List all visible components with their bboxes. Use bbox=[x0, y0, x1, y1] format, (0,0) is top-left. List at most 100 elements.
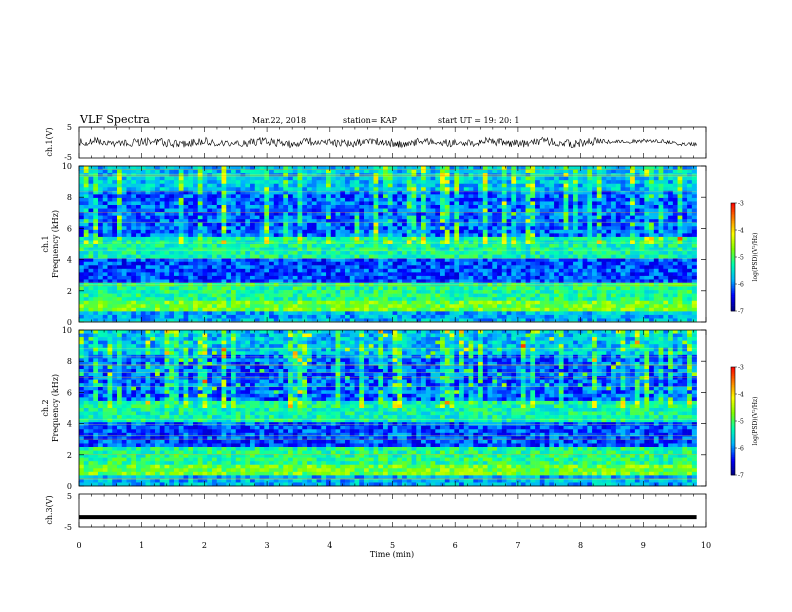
spectrogram-cell bbox=[98, 311, 104, 316]
spectrogram-cell bbox=[421, 307, 427, 312]
spectrogram-cell bbox=[497, 304, 503, 309]
spectrogram-cell bbox=[212, 244, 218, 248]
spectrogram-cell bbox=[487, 244, 493, 248]
spectrogram-cell bbox=[231, 166, 237, 170]
spectrogram-cell bbox=[568, 236, 574, 241]
spectrogram-cell bbox=[107, 212, 113, 216]
spectrogram-cell bbox=[197, 236, 203, 241]
spectrogram-cell bbox=[345, 240, 351, 245]
spectrogram-cell bbox=[449, 222, 455, 227]
spectrogram-cell bbox=[525, 300, 531, 305]
spectrogram-cell bbox=[273, 176, 279, 181]
spectrogram-cell bbox=[397, 279, 403, 284]
spectrogram-cell bbox=[316, 226, 322, 231]
spectrogram-cell bbox=[259, 268, 265, 273]
spectrogram-cell bbox=[83, 272, 89, 277]
spectrogram-cell bbox=[378, 219, 384, 224]
spectrogram-cell bbox=[516, 283, 522, 287]
spectrogram-cell bbox=[416, 190, 422, 195]
spectrogram-cell bbox=[140, 222, 146, 227]
spectrogram-cell bbox=[364, 300, 370, 305]
spectrogram-cell bbox=[226, 307, 232, 312]
spectrogram-cell bbox=[406, 279, 412, 284]
spectrogram-cell bbox=[112, 286, 118, 291]
spectrogram-cell bbox=[463, 180, 469, 185]
spectrogram-cell bbox=[444, 194, 450, 199]
spectrogram-cell bbox=[563, 307, 569, 312]
spectrogram-cell bbox=[316, 261, 322, 266]
spectrogram-cell bbox=[79, 194, 85, 199]
spectrogram-cell bbox=[126, 307, 132, 312]
spectrogram-cell bbox=[544, 215, 550, 220]
spectrogram-cell bbox=[459, 187, 465, 192]
spectrogram-cell bbox=[254, 236, 260, 241]
spectrogram-cell bbox=[430, 169, 436, 174]
spectrogram-cell bbox=[88, 318, 94, 323]
spectrogram-cell bbox=[473, 307, 479, 312]
spectrogram-cell bbox=[273, 187, 279, 192]
spectrogram-cell bbox=[231, 176, 237, 181]
spectrogram-cell bbox=[577, 240, 583, 245]
spectrogram-cell bbox=[155, 183, 161, 188]
spectrogram-cell bbox=[183, 265, 189, 270]
spectrogram-cell bbox=[516, 226, 522, 231]
spectrogram-cell bbox=[235, 272, 241, 277]
spectrogram-cell bbox=[159, 173, 165, 177]
spectrogram-cell bbox=[568, 279, 574, 284]
spectrogram-cell bbox=[444, 190, 450, 195]
spectrogram-cell bbox=[140, 318, 146, 323]
spectrogram-cell bbox=[235, 187, 241, 192]
spectrogram-cell bbox=[121, 190, 127, 195]
spectrogram-cell bbox=[79, 205, 85, 209]
spectrogram-cell bbox=[297, 187, 303, 192]
spectrogram-cell bbox=[601, 205, 607, 209]
spectrogram-cell bbox=[121, 258, 127, 263]
spectrogram-cell bbox=[159, 268, 165, 273]
spectrogram-cell bbox=[178, 258, 184, 263]
spectrogram-cell bbox=[392, 272, 398, 277]
spectrogram-cell bbox=[354, 222, 360, 227]
spectrogram-cell bbox=[259, 251, 265, 255]
spectrogram-cell bbox=[354, 286, 360, 291]
spectrogram-cell bbox=[330, 236, 336, 241]
spectrogram-cell bbox=[482, 173, 488, 177]
spectrogram-cell bbox=[383, 208, 389, 213]
spectrogram-cell bbox=[482, 194, 488, 199]
spectrogram-cell bbox=[587, 279, 593, 284]
spectrogram-cell bbox=[421, 251, 427, 255]
spectrogram-cell bbox=[83, 201, 89, 206]
spectrogram-cell bbox=[587, 268, 593, 273]
spectrogram-cell bbox=[416, 244, 422, 248]
spectrogram-cell bbox=[601, 265, 607, 270]
spectrogram-cell bbox=[354, 311, 360, 316]
spectrogram-cell bbox=[340, 205, 346, 209]
spectrogram-cell bbox=[435, 244, 441, 248]
spectrogram-cell bbox=[307, 205, 313, 209]
spectrogram-cell bbox=[468, 183, 474, 188]
spectrogram-cell bbox=[326, 166, 332, 170]
spectrogram-cell bbox=[421, 229, 427, 234]
spectrogram-cell bbox=[577, 307, 583, 312]
spectrogram-cell bbox=[136, 297, 142, 302]
spectrogram-cell bbox=[463, 272, 469, 277]
spectrogram-cell bbox=[349, 251, 355, 255]
spectrogram-cell bbox=[245, 247, 251, 252]
spectrogram-cell bbox=[492, 173, 498, 177]
spectrogram-cell bbox=[459, 169, 465, 174]
spectrogram-cell bbox=[368, 286, 374, 291]
spectrogram-cell bbox=[83, 229, 89, 234]
spectrogram-cell bbox=[392, 208, 398, 213]
spectrogram-cell bbox=[221, 187, 227, 192]
spectrogram-cell bbox=[155, 215, 161, 220]
spectrogram-cell bbox=[83, 290, 89, 294]
spectrogram-cell bbox=[283, 173, 289, 177]
spectrogram-cell bbox=[278, 176, 284, 181]
spectrogram-cell bbox=[93, 283, 99, 287]
spectrogram-cell bbox=[487, 219, 493, 224]
spectrogram-cell bbox=[568, 229, 574, 234]
spectrogram-cell bbox=[416, 233, 422, 238]
spectrogram-cell bbox=[368, 205, 374, 209]
spectrogram-cell bbox=[506, 314, 512, 319]
spectrogram-cell bbox=[449, 180, 455, 185]
spectrogram-cell bbox=[145, 304, 151, 309]
